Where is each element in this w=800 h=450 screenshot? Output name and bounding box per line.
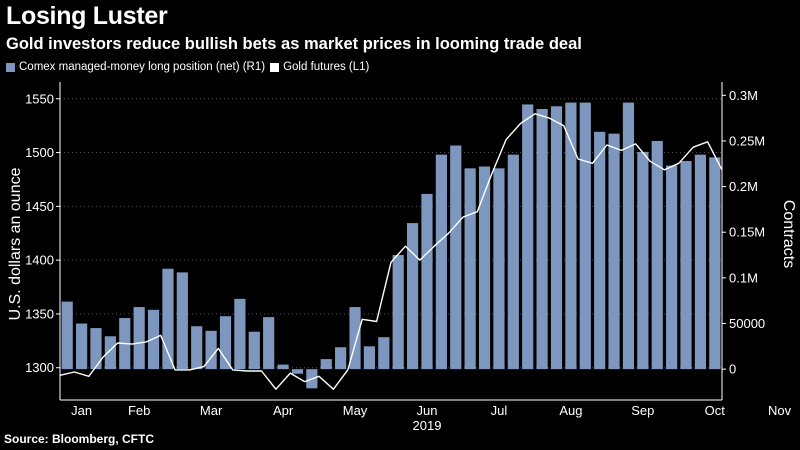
chart-subtitle: Gold investors reduce bullish bets as ma… (6, 35, 582, 53)
gold-futures-line (59, 113, 723, 390)
bar (133, 307, 145, 370)
bar (622, 102, 635, 370)
bar (666, 165, 678, 370)
legend-label-bars: Comex managed-money long position (net) … (19, 61, 266, 73)
bar (478, 166, 491, 370)
bar (406, 223, 419, 370)
bar (291, 369, 304, 374)
x-tick-label: May (343, 403, 368, 418)
bar (392, 255, 404, 370)
x-tick-label: Jan (71, 403, 92, 418)
x-tick-label: Nov (768, 403, 792, 418)
right-tick-label: 0.2M (729, 179, 758, 194)
right-tick-label: 50000 (729, 316, 765, 331)
right-tick-label: 0 (729, 362, 736, 377)
bar (637, 151, 649, 370)
left-tick-label: 1500 (25, 145, 54, 160)
x-tick-label: Aug (559, 403, 582, 418)
bar (205, 330, 217, 370)
right-tick-label: 0.3M (729, 88, 758, 103)
legend-swatch-bars (6, 62, 15, 72)
bar (349, 307, 361, 370)
bar (550, 106, 563, 370)
bar (335, 347, 347, 370)
bar (219, 316, 232, 370)
legend-item-bars: Comex managed-money long position (net) … (6, 60, 265, 74)
right-tick-label: 0.15M (729, 225, 765, 240)
bar (694, 154, 707, 370)
left-tick-label: 1550 (25, 91, 54, 106)
bar (565, 102, 577, 370)
bar (594, 131, 606, 370)
bar (90, 328, 102, 370)
bar (507, 154, 519, 370)
bar (277, 364, 289, 370)
bar (450, 145, 462, 370)
bar (579, 102, 591, 370)
x-tick-label: Feb (128, 403, 150, 418)
bar (320, 359, 332, 370)
bar (104, 336, 116, 370)
chart-title: Losing Luster (6, 2, 168, 30)
x-tick-label: Apr (273, 403, 294, 418)
bar (608, 133, 620, 370)
bar (176, 272, 188, 370)
x-tick-label: Jul (491, 403, 508, 418)
bar (378, 337, 390, 370)
right-tick-label: 0.1M (729, 270, 758, 285)
x-tick-label: Jun (416, 403, 437, 418)
bar (493, 168, 505, 370)
year-label: 2019 (413, 418, 442, 433)
legend-swatch-line (270, 62, 280, 72)
x-tick-label: Sep (631, 403, 654, 418)
legend-item-line: Gold futures (L1) (270, 60, 369, 74)
bar (75, 323, 88, 370)
bar (435, 154, 447, 370)
bar (61, 301, 73, 370)
legend-label-line: Gold futures (L1) (283, 61, 370, 73)
bar (147, 309, 160, 370)
legend: Comex managed-money long position (net) … (6, 60, 374, 74)
bar (234, 298, 246, 370)
left-tick-label: 1300 (25, 360, 54, 375)
bar (651, 140, 663, 370)
left-tick-label: 1350 (25, 306, 54, 321)
x-tick-label: Mar (200, 403, 223, 418)
left-tick-label: 1400 (25, 253, 54, 268)
bar (191, 326, 203, 370)
x-tick-label: Oct (705, 403, 726, 418)
bar (464, 168, 476, 370)
bar (709, 157, 721, 370)
bar (421, 193, 433, 370)
bar (680, 161, 692, 370)
bar (363, 346, 376, 370)
left-tick-label: 1450 (25, 199, 54, 214)
left-axis-title: U.S. dollars an ounce (7, 167, 24, 320)
bar (536, 108, 548, 370)
right-axis-title: Contracts (780, 200, 797, 268)
bar (522, 104, 534, 370)
source-note: Source: Bloomberg, CFTC (4, 432, 155, 446)
bar (162, 268, 174, 370)
bar (263, 317, 275, 370)
right-tick-label: 0.25M (729, 133, 765, 148)
bar (248, 331, 260, 370)
